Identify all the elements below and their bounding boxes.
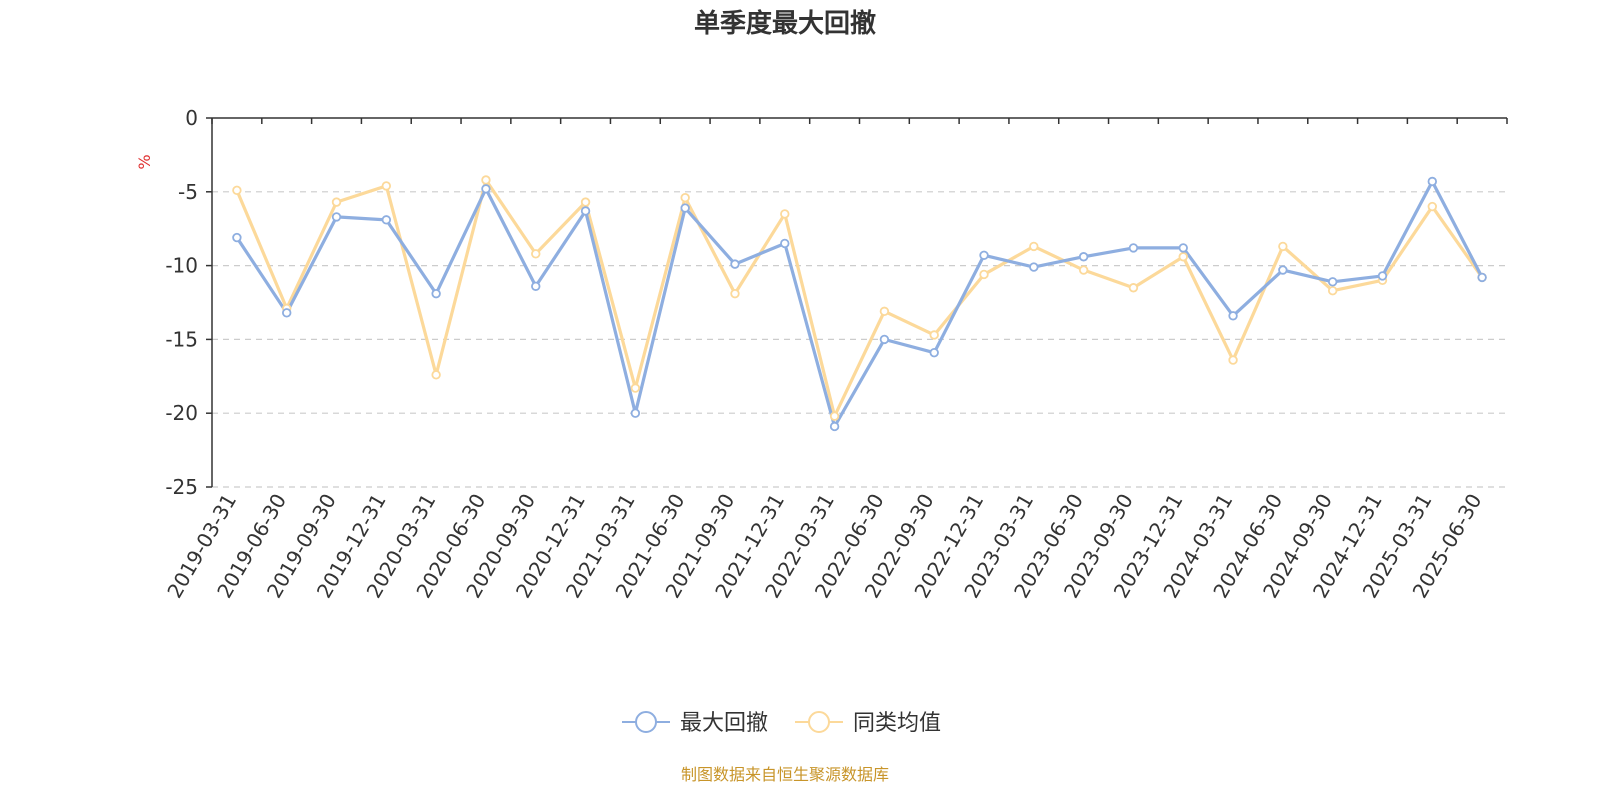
data-point[interactable] [929, 347, 939, 358]
data-point[interactable] [879, 334, 890, 345]
data-point[interactable] [1427, 176, 1437, 187]
data-point[interactable] [1029, 241, 1039, 252]
data-point[interactable] [829, 411, 840, 421]
data-point[interactable] [680, 193, 690, 203]
y-tick-label: -10 [165, 254, 198, 278]
legend-item-0[interactable]: 最大回撤 [622, 711, 768, 736]
legend-marker [808, 711, 830, 733]
y-tick-label: -20 [165, 401, 198, 425]
data-point[interactable] [1477, 272, 1487, 283]
data-point[interactable] [1228, 355, 1238, 365]
series-line-0 [235, 179, 1484, 429]
data-point[interactable] [1228, 311, 1238, 321]
data-point[interactable] [580, 197, 591, 207]
data-point[interactable] [331, 212, 342, 222]
data-point[interactable] [1128, 283, 1139, 293]
data-point[interactable] [580, 206, 591, 216]
data-point[interactable] [481, 184, 491, 194]
series-layer [232, 175, 1487, 432]
data-point[interactable] [1377, 271, 1388, 281]
data-point[interactable] [879, 306, 890, 317]
data-point[interactable] [630, 383, 641, 393]
data-point[interactable] [1427, 201, 1437, 212]
data-point[interactable] [680, 203, 690, 213]
data-point[interactable] [1178, 252, 1188, 262]
chart-title: 单季度最大回撤 [694, 8, 876, 39]
data-point[interactable] [381, 181, 392, 191]
legend[interactable]: 最大回撤 同类均值 [622, 711, 941, 736]
legend-marker [635, 711, 657, 733]
y-tick-labels: 0 -5 -10 -15 -20 -25 [165, 106, 198, 499]
data-point[interactable] [481, 175, 491, 185]
axes [206, 117, 1508, 488]
data-point[interactable] [780, 238, 790, 249]
data-point[interactable] [730, 288, 740, 299]
data-point[interactable] [979, 269, 989, 280]
data-point[interactable] [780, 209, 790, 219]
y-axis-unit: % [135, 154, 154, 169]
data-point[interactable] [531, 281, 541, 291]
data-point[interactable] [1078, 265, 1089, 275]
data-point[interactable] [730, 259, 740, 269]
data-point[interactable] [1029, 262, 1039, 272]
y-tick-label: -5 [178, 180, 198, 204]
data-point[interactable] [979, 250, 989, 260]
data-point[interactable] [829, 421, 840, 432]
data-point[interactable] [1128, 243, 1139, 253]
y-tick-label: 0 [185, 106, 198, 130]
data-point[interactable] [232, 185, 242, 196]
legend-item-1[interactable]: 同类均值 [795, 711, 941, 736]
data-point[interactable] [232, 232, 242, 243]
data-point[interactable] [431, 370, 441, 380]
data-point[interactable] [929, 330, 939, 340]
data-point[interactable] [331, 197, 342, 207]
x-tick-labels: 2019-03-312019-06-302019-09-302019-12-31… [162, 490, 1486, 603]
data-point[interactable] [1178, 243, 1188, 253]
y-tick-label: -15 [165, 327, 198, 351]
data-point[interactable] [1278, 241, 1288, 252]
legend-label: 最大回撤 [680, 711, 768, 736]
data-point[interactable] [381, 215, 392, 225]
data-point[interactable] [431, 288, 441, 299]
grid-lines [212, 191, 1507, 488]
data-point[interactable] [531, 249, 541, 259]
data-point[interactable] [1327, 277, 1338, 287]
legend-label: 同类均值 [853, 711, 941, 736]
source-note: 制图数据来自恒生聚源数据库 [681, 765, 889, 784]
data-point[interactable] [282, 308, 292, 318]
y-tick-label: -25 [165, 475, 198, 499]
data-point[interactable] [630, 408, 641, 418]
series-line-1 [235, 178, 1484, 418]
data-point[interactable] [1078, 252, 1089, 262]
data-point[interactable] [1327, 285, 1338, 296]
data-point[interactable] [1278, 265, 1288, 275]
